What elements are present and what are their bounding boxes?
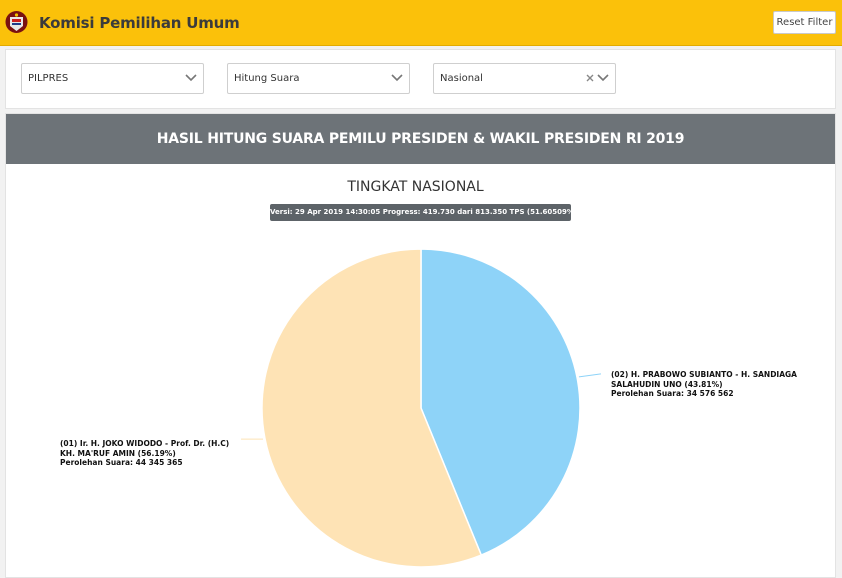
- slice-02-name-line2: SALAHUDIN UNO (43.81%): [611, 379, 723, 389]
- slice-01-votes: Perolehan Suara: 44 345 365: [60, 458, 183, 467]
- slice-01-name-line2: KH. MA'RUF AMIN (56.19%): [60, 448, 176, 458]
- chart-title: TINGKAT NASIONAL: [347, 179, 484, 195]
- kpu-logo-icon: [5, 11, 28, 33]
- slice-02-name-line1: (02) H. PRABOWO SUBIANTO - H. SANDIAGA: [611, 370, 797, 379]
- filter-panel: PILPRES Hitung Suara Nasional: [5, 49, 836, 109]
- reset-filter-button[interactable]: Reset Filter: [773, 11, 836, 34]
- pie-slice-02-connector: [578, 373, 602, 378]
- region-value: Nasional: [440, 73, 483, 84]
- slice-02-votes: Perolehan Suara: 34 576 562: [611, 389, 734, 398]
- results-header: HASIL HITUNG SUARA PEMILU PRESIDEN & WAK…: [6, 114, 835, 164]
- region-select[interactable]: Nasional: [433, 63, 616, 94]
- count-type-value: Hitung Suara: [234, 73, 300, 84]
- slice-01-name-line1: (01) Ir. H. JOKO WIDODO - Prof. Dr. (H.C…: [60, 439, 230, 448]
- chevron-down-icon[interactable]: [597, 74, 609, 82]
- top-bar: Komisi Pemilihan Umum Reset Filter: [0, 0, 842, 46]
- clear-icon[interactable]: [585, 72, 595, 84]
- count-type-select[interactable]: Hitung Suara: [227, 63, 410, 94]
- version-badge: Versi: 29 Apr 2019 14:30:05 Progress: 41…: [270, 204, 571, 221]
- app-title: Komisi Pemilihan Umum: [39, 14, 240, 32]
- results-title: HASIL HITUNG SUARA PEMILU PRESIDEN & WAK…: [156, 131, 685, 147]
- chevron-down-icon[interactable]: [391, 74, 403, 82]
- slice-02-label: (02) H. PRABOWO SUBIANTO - H. SANDIAGA S…: [611, 370, 797, 399]
- election-type-select[interactable]: PILPRES: [21, 63, 204, 94]
- pie-slice-02[interactable]: [420, 248, 581, 557]
- pie-slice-01[interactable]: [261, 248, 483, 568]
- slice-01-label: (01) Ir. H. JOKO WIDODO - Prof. Dr. (H.C…: [60, 439, 229, 468]
- chevron-down-icon[interactable]: [185, 74, 197, 82]
- election-type-value: PILPRES: [28, 73, 69, 84]
